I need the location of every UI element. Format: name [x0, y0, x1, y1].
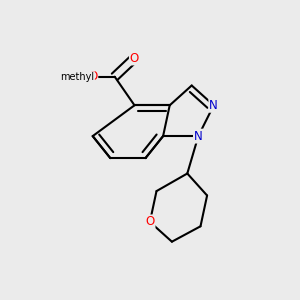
Text: N: N: [194, 130, 203, 142]
Text: O: O: [130, 52, 139, 64]
Text: O: O: [145, 215, 154, 228]
Text: O: O: [88, 70, 97, 83]
Text: methyl: methyl: [60, 72, 94, 82]
Text: N: N: [209, 99, 218, 112]
